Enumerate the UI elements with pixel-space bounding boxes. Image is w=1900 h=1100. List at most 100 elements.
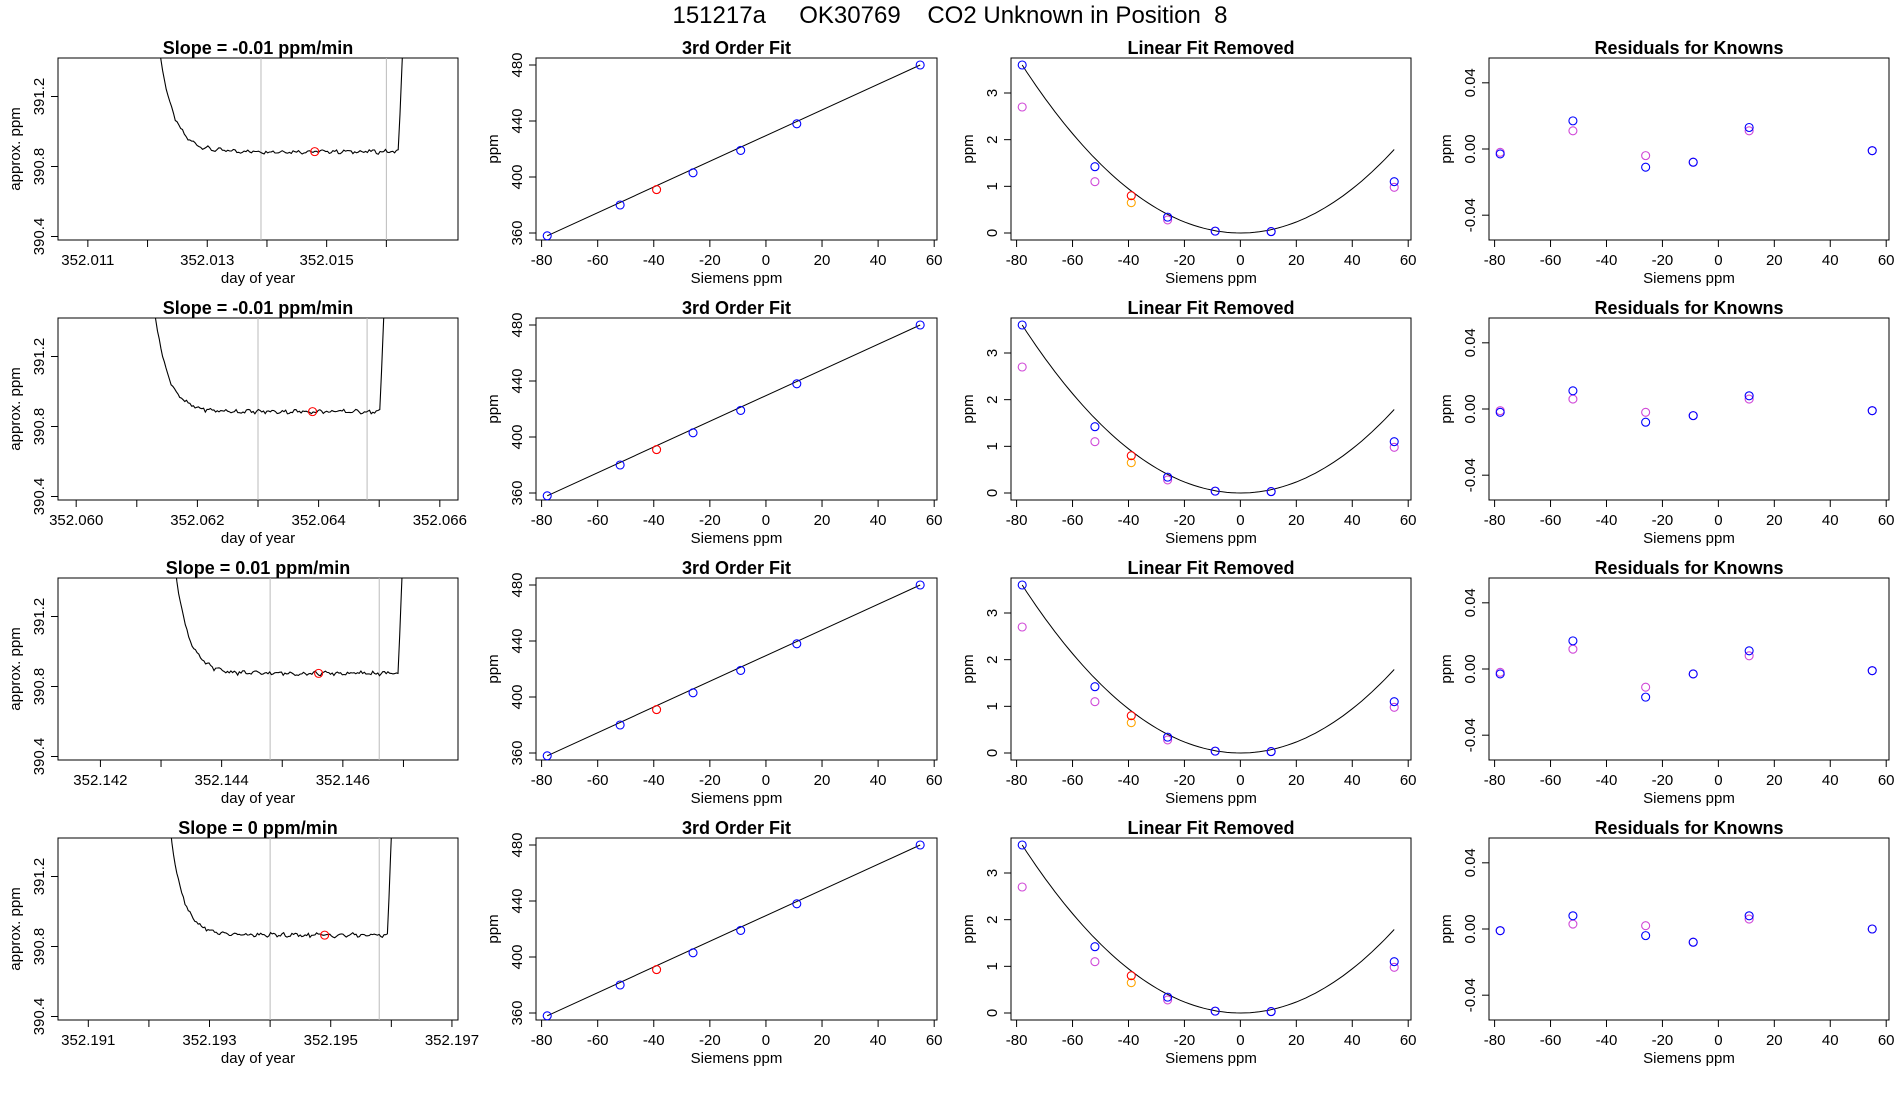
x-tick-label: 352.197 (425, 1032, 479, 1049)
x-tick-label: -40 (1118, 772, 1140, 789)
y-axis-label: approx. ppm (7, 627, 24, 710)
x-tick-label: 0 (762, 252, 770, 269)
panel-title: Residuals for Knowns (1594, 298, 1783, 318)
x-tick-label: 0 (1714, 512, 1722, 529)
y-tick-label: 391.2 (31, 858, 48, 896)
x-tick-label: -60 (1062, 772, 1084, 789)
x-tick-label: 60 (1878, 252, 1895, 269)
residual-point (1688, 937, 1698, 947)
known-point (915, 840, 925, 850)
panel-title: Residuals for Knowns (1594, 818, 1783, 838)
y-tick-label: 480 (509, 52, 526, 77)
y-axis-label: ppm (1438, 394, 1455, 423)
residual-point (1688, 157, 1698, 167)
y-tick-label: 391.2 (31, 78, 48, 116)
known-point (542, 491, 552, 501)
y-axis-label: ppm (960, 914, 977, 943)
x-tick-label: 40 (1344, 1032, 1361, 1049)
x-tick-label: 352.064 (291, 512, 345, 529)
unknown-alt-point (1126, 718, 1136, 728)
x-tick-label: 40 (870, 252, 887, 269)
x-tick-label: 40 (1822, 512, 1839, 529)
known-point (915, 60, 925, 70)
x-axis-label: Siemens ppm (1643, 530, 1735, 547)
x-axis-label: Siemens ppm (1643, 270, 1735, 287)
x-tick-label: 0 (1714, 1032, 1722, 1049)
panel-title: Linear Fit Removed (1127, 38, 1294, 58)
known-point (1210, 746, 1220, 756)
residual-point (1688, 669, 1698, 679)
x-tick-label: 60 (1400, 512, 1417, 529)
y-tick-label: 390.8 (31, 408, 48, 446)
y-tick-label: 440 (509, 108, 526, 133)
x-tick-label: -60 (587, 772, 609, 789)
known-point (615, 200, 625, 210)
known-point (688, 688, 698, 698)
panel-title: 3rd Order Fit (682, 298, 791, 318)
x-tick-label: 20 (814, 1032, 831, 1049)
page-title: 151217a OK30769 CO2 Unknown in Position … (672, 2, 1228, 29)
known-point (1266, 747, 1276, 757)
fit-curve (1021, 844, 1395, 1014)
plot-frame (535, 317, 938, 501)
alt-residual-point (1641, 682, 1651, 692)
x-tick-label: 60 (1400, 772, 1417, 789)
alt-residual-point (1568, 644, 1578, 654)
y-tick-label: 0 (984, 229, 1001, 237)
x-axis-label: day of year (221, 790, 295, 807)
concentration-trace (160, 58, 403, 155)
x-tick-label: 352.015 (300, 252, 354, 269)
y-axis-label: ppm (1438, 914, 1455, 943)
x-axis-label: Siemens ppm (1165, 1050, 1257, 1067)
y-tick-label: 0.04 (1462, 848, 1479, 877)
panel-fit-row-1: -80 -60 -40 -20 0 20 40 60 360 400 440 480 3rd Order… (485, 38, 943, 287)
x-tick-label: -80 (1006, 772, 1028, 789)
y-tick-label: 391.2 (31, 338, 48, 376)
x-tick-label: 20 (1766, 772, 1783, 789)
known-point (915, 580, 925, 590)
known-point (542, 1011, 552, 1021)
y-axis-label: ppm (485, 654, 502, 683)
x-tick-label: 40 (1344, 252, 1361, 269)
y-tick-label: 3 (984, 869, 1001, 877)
x-tick-label: -60 (587, 1032, 609, 1049)
x-axis-label: Siemens ppm (691, 1050, 783, 1067)
x-tick-label: 40 (870, 1032, 887, 1049)
x-tick-label: -80 (1006, 1032, 1028, 1049)
x-tick-label: 352.144 (195, 772, 249, 789)
y-tick-label: 440 (509, 628, 526, 653)
plot-frame (57, 577, 459, 761)
fit-curve (1021, 584, 1395, 754)
alt-known-point (1389, 702, 1399, 712)
residual-point (1641, 692, 1651, 702)
plot-frame (535, 837, 938, 1021)
unknown-point (310, 147, 320, 157)
x-tick-label: 60 (1878, 772, 1895, 789)
y-tick-label: 0.04 (1462, 328, 1479, 357)
x-tick-label: -20 (699, 1032, 721, 1049)
alt-residual-point (1744, 914, 1754, 924)
alt-residual-point (1641, 921, 1651, 931)
x-tick-label: -80 (1484, 512, 1506, 529)
known-point (1090, 942, 1100, 952)
x-tick-label: -20 (1174, 512, 1196, 529)
panel-fit-row-4: -80 -60 -40 -20 0 20 40 60 360 400 440 480 3rd Order… (485, 818, 943, 1067)
x-tick-label: 40 (1344, 772, 1361, 789)
y-axis-label: ppm (485, 914, 502, 943)
known-point (688, 428, 698, 438)
x-tick-label: 20 (1766, 1032, 1783, 1049)
x-tick-label: 352.011 (61, 252, 114, 269)
x-tick-label: -60 (1062, 252, 1084, 269)
unknown-point (1126, 451, 1136, 461)
panel-title: 3rd Order Fit (682, 558, 791, 578)
x-tick-label: 20 (1288, 252, 1305, 269)
residual-point (1867, 406, 1877, 416)
x-axis-label: Siemens ppm (1165, 270, 1257, 287)
x-tick-label: -40 (1118, 1032, 1140, 1049)
residual-point (1495, 926, 1505, 936)
alt-residual-point (1744, 651, 1754, 661)
residual-point (1744, 646, 1754, 656)
known-point (1210, 1006, 1220, 1016)
x-axis-label: day of year (221, 1050, 295, 1067)
